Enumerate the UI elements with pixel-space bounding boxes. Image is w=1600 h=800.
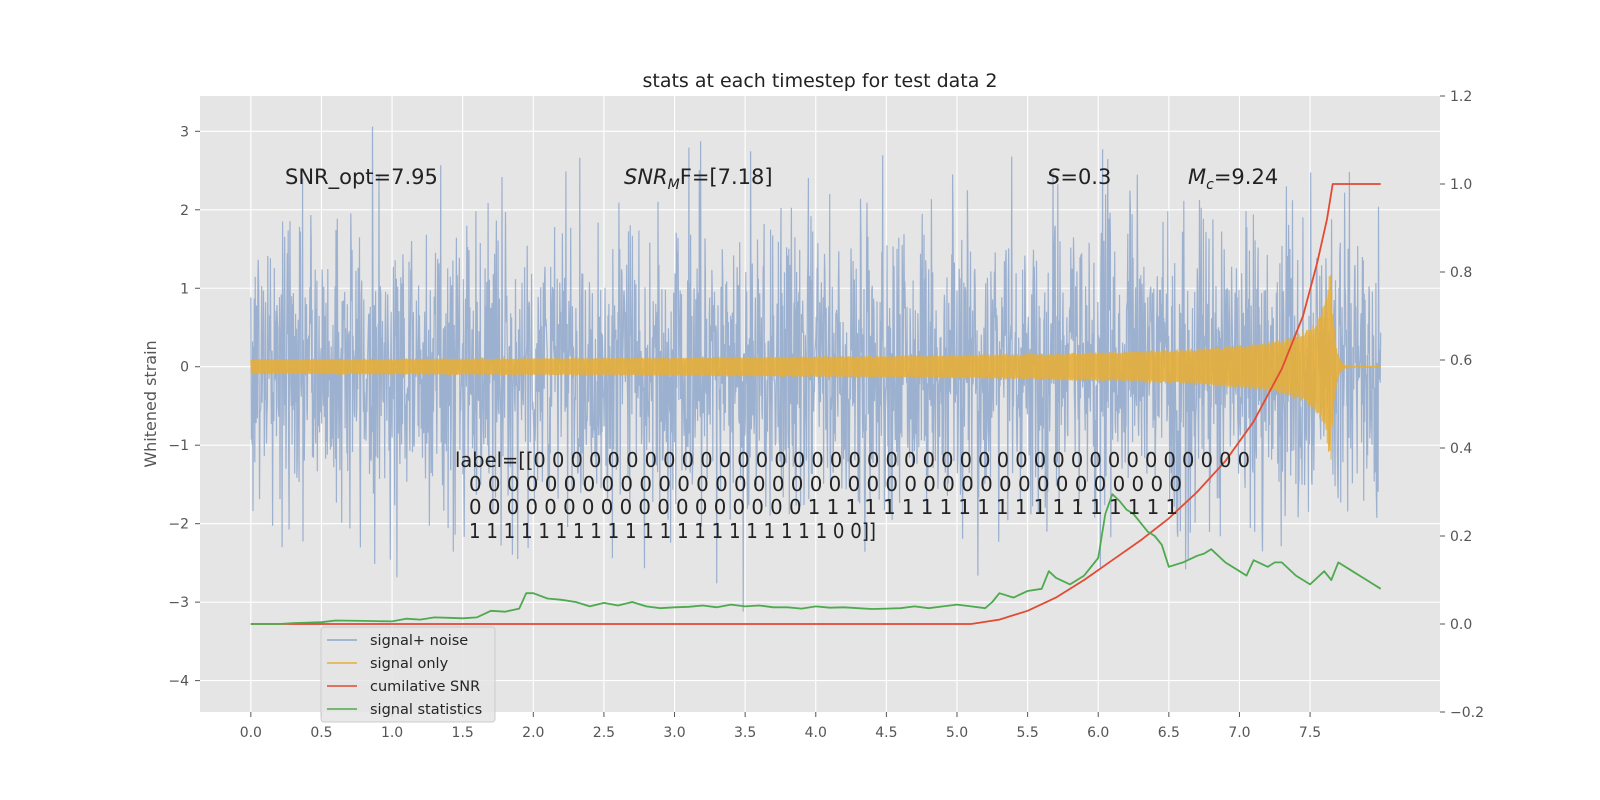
x-tick-label: 7.5 (1299, 725, 1321, 741)
y-axis-left: −4 −3 −2 −1 0 1 2 3 (168, 124, 200, 690)
annotation-label-line-2: 0 0 0 0 0 0 0 0 0 0 0 0 0 0 0 0 0 0 0 0 … (469, 472, 1182, 496)
y-tick-label: 1 (180, 281, 189, 297)
mc-rest: =9.24 (1214, 165, 1278, 189)
y2-tick-label: 0.0 (1450, 617, 1472, 633)
y-tick-label: −1 (168, 438, 189, 454)
mc-italic: M (1188, 165, 1206, 189)
x-tick-label: 5.0 (946, 725, 968, 741)
legend-label-statistics: signal statistics (370, 702, 482, 718)
legend: signal+ noise signal only cumilative SNR… (320, 626, 496, 723)
x-tick-label: 7.0 (1228, 725, 1250, 741)
mc-sub: c (1206, 177, 1214, 193)
y-axis-label: Whitened strain (141, 340, 160, 467)
annotation-snr-mf: SNRMF=[7.18] (624, 165, 773, 193)
snr-mf-rest: F=[7.18] (680, 165, 773, 189)
annotation-label-line-1: label=[[0 0 0 0 0 0 0 0 0 0 0 0 0 0 0 0 … (455, 448, 1250, 472)
y2-tick-label: 0.6 (1450, 353, 1472, 369)
x-tick-label: 6.0 (1087, 725, 1109, 741)
annotation-snr-opt: SNR_opt=7.95 (285, 165, 438, 190)
y2-tick-label: 0.4 (1450, 441, 1472, 457)
y-axis-right: −0.2 0.0 0.2 0.4 0.6 0.8 1.0 1.2 (1440, 89, 1484, 721)
cumulative-snr-line (250, 183, 1381, 625)
legend-label-cumulative: cumilative SNR (370, 679, 480, 695)
y2-tick-label: 0.2 (1450, 529, 1472, 545)
signal-statistics-line (250, 493, 1382, 625)
signal-trace (250, 275, 1382, 460)
x-axis: 0.0 0.5 1.0 1.5 2.0 2.5 3.0 3.5 4.0 4.5 5.0 5.5 6.0 6… (240, 712, 1321, 741)
y-tick-label: 0 (180, 360, 189, 376)
annotation-mc: Mc=9.24 (1188, 165, 1278, 193)
s-italic: S (1047, 165, 1060, 189)
y-tick-label: −2 (168, 517, 189, 533)
x-tick-label: 0.5 (310, 725, 332, 741)
y2-tick-label: 1.2 (1450, 89, 1472, 105)
right-axis-lines (250, 183, 1382, 625)
x-tick-label: 3.0 (663, 725, 685, 741)
x-tick-label: 1.0 (381, 725, 403, 741)
annotation-label-line-3: 0 0 0 0 0 0 0 0 0 0 0 0 0 0 0 0 0 0 1 1 … (469, 495, 1178, 519)
legend-label-signal: signal only (370, 656, 449, 672)
legend-label-noise: signal+ noise (370, 633, 468, 649)
snr-mf-base: SNR (624, 165, 668, 189)
x-tick-label: 2.5 (593, 725, 615, 741)
annotation-s: S=0.3 (1047, 165, 1111, 189)
x-tick-label: 3.5 (734, 725, 756, 741)
x-tick-label: 0.0 (240, 725, 262, 741)
noise-trace (250, 126, 1382, 612)
y2-tick-label: 1.0 (1450, 177, 1472, 193)
series-signal-only (250, 275, 1382, 460)
x-tick-label: 5.5 (1016, 725, 1038, 741)
x-tick-label: 2.0 (522, 725, 544, 741)
y-tick-label: −4 (168, 674, 189, 690)
legend-box (320, 626, 496, 723)
y-tick-label: −3 (168, 595, 189, 611)
y-tick-label: 2 (180, 203, 189, 219)
snr-mf-sub: M (668, 177, 680, 193)
y2-tick-label: −0.2 (1450, 705, 1484, 721)
annotation-label-line-4: 1 1 1 1 1 1 1 1 1 1 1 1 1 1 1 1 1 1 1 1 … (469, 519, 876, 543)
chart-title: stats at each timestep for test data 2 (642, 70, 997, 92)
y2-tick-label: 0.8 (1450, 265, 1472, 281)
y-tick-label: 3 (180, 124, 189, 140)
s-rest: =0.3 (1060, 165, 1111, 189)
x-tick-label: 4.5 (875, 725, 897, 741)
series-signal-plus-noise (250, 126, 1382, 612)
x-tick-label: 4.0 (805, 725, 827, 741)
x-tick-label: 6.5 (1158, 725, 1180, 741)
x-tick-label: 1.5 (452, 725, 474, 741)
